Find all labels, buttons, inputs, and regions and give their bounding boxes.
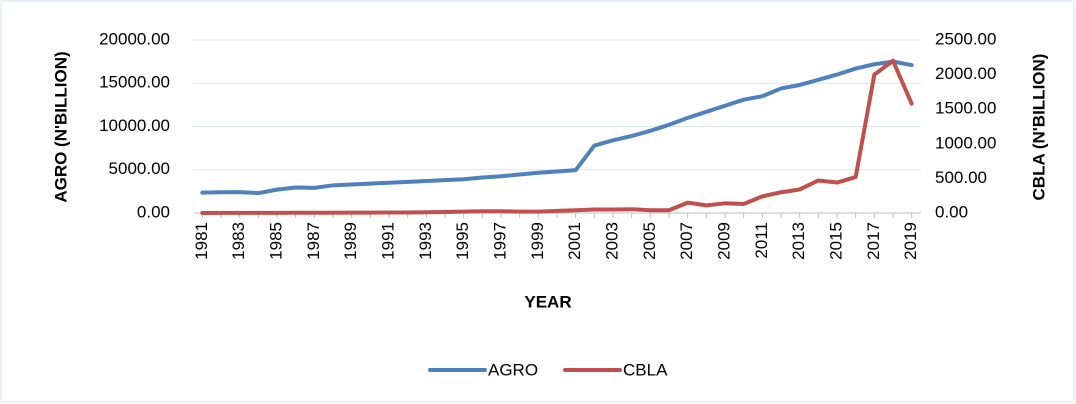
x-tick-label: 2003 [602, 222, 621, 260]
y2-tick-label: 2000.00 [935, 64, 996, 83]
x-tick-label: 1983 [229, 222, 248, 260]
x-tick-label: 1981 [192, 222, 211, 260]
y2-tick-label: 2500.00 [935, 29, 996, 48]
series-line [200, 59, 914, 196]
y-tick-label: 20000.00 [99, 29, 170, 48]
y2-tick-label: 1000.00 [935, 133, 996, 152]
x-tick-label: 1987 [304, 222, 323, 260]
x-tick-label: 1997 [490, 222, 509, 260]
x-tick-label: 2007 [677, 222, 696, 260]
y-axis-title: AGRO (N'BILLION) [51, 51, 70, 202]
legend-label: CBLA [623, 360, 668, 379]
x-tick-label: 1999 [528, 222, 547, 260]
x-tick-label: 1991 [378, 222, 397, 260]
x-tick-label: 2009 [714, 222, 733, 260]
y2-tick-label: 0.00 [935, 202, 968, 221]
x-tick-label: 1985 [266, 222, 285, 260]
y2-tick-label: 500.00 [935, 168, 987, 187]
x-tick-label: 1995 [453, 222, 472, 260]
y-tick-label: 15000.00 [99, 73, 170, 92]
y-tick-label: 0.00 [137, 202, 170, 221]
y-tick-label: 5000.00 [109, 159, 170, 178]
x-tick-label: 2005 [640, 222, 659, 260]
x-tick-label: 2015 [826, 222, 845, 260]
x-tick-label: 2013 [789, 222, 808, 260]
legend-label: AGRO [488, 360, 538, 379]
y2-tick-label: 1500.00 [935, 99, 996, 118]
x-tick-label: 2011 [752, 222, 771, 259]
x-tick-label: 2001 [565, 222, 584, 260]
x-axis-title: YEAR [524, 292, 571, 311]
x-tick-label: 1993 [416, 222, 435, 260]
x-tick-label: 2019 [901, 222, 920, 260]
y2-axis-title: CBLA (N'BILLION) [1029, 54, 1048, 201]
y-tick-label: 10000.00 [99, 116, 170, 135]
x-tick-label: 1989 [341, 222, 360, 260]
x-tick-label: 2017 [864, 222, 883, 260]
series-line [200, 58, 914, 215]
